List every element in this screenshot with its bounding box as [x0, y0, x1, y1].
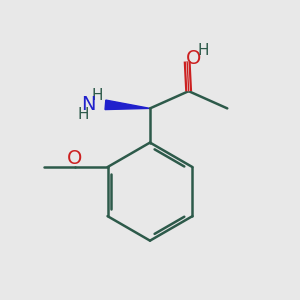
Text: H: H [198, 43, 209, 58]
Text: H: H [78, 107, 89, 122]
Polygon shape [105, 100, 150, 110]
Text: O: O [185, 49, 201, 68]
Text: H: H [91, 88, 103, 104]
Text: O: O [67, 149, 82, 168]
Text: N: N [81, 95, 95, 114]
